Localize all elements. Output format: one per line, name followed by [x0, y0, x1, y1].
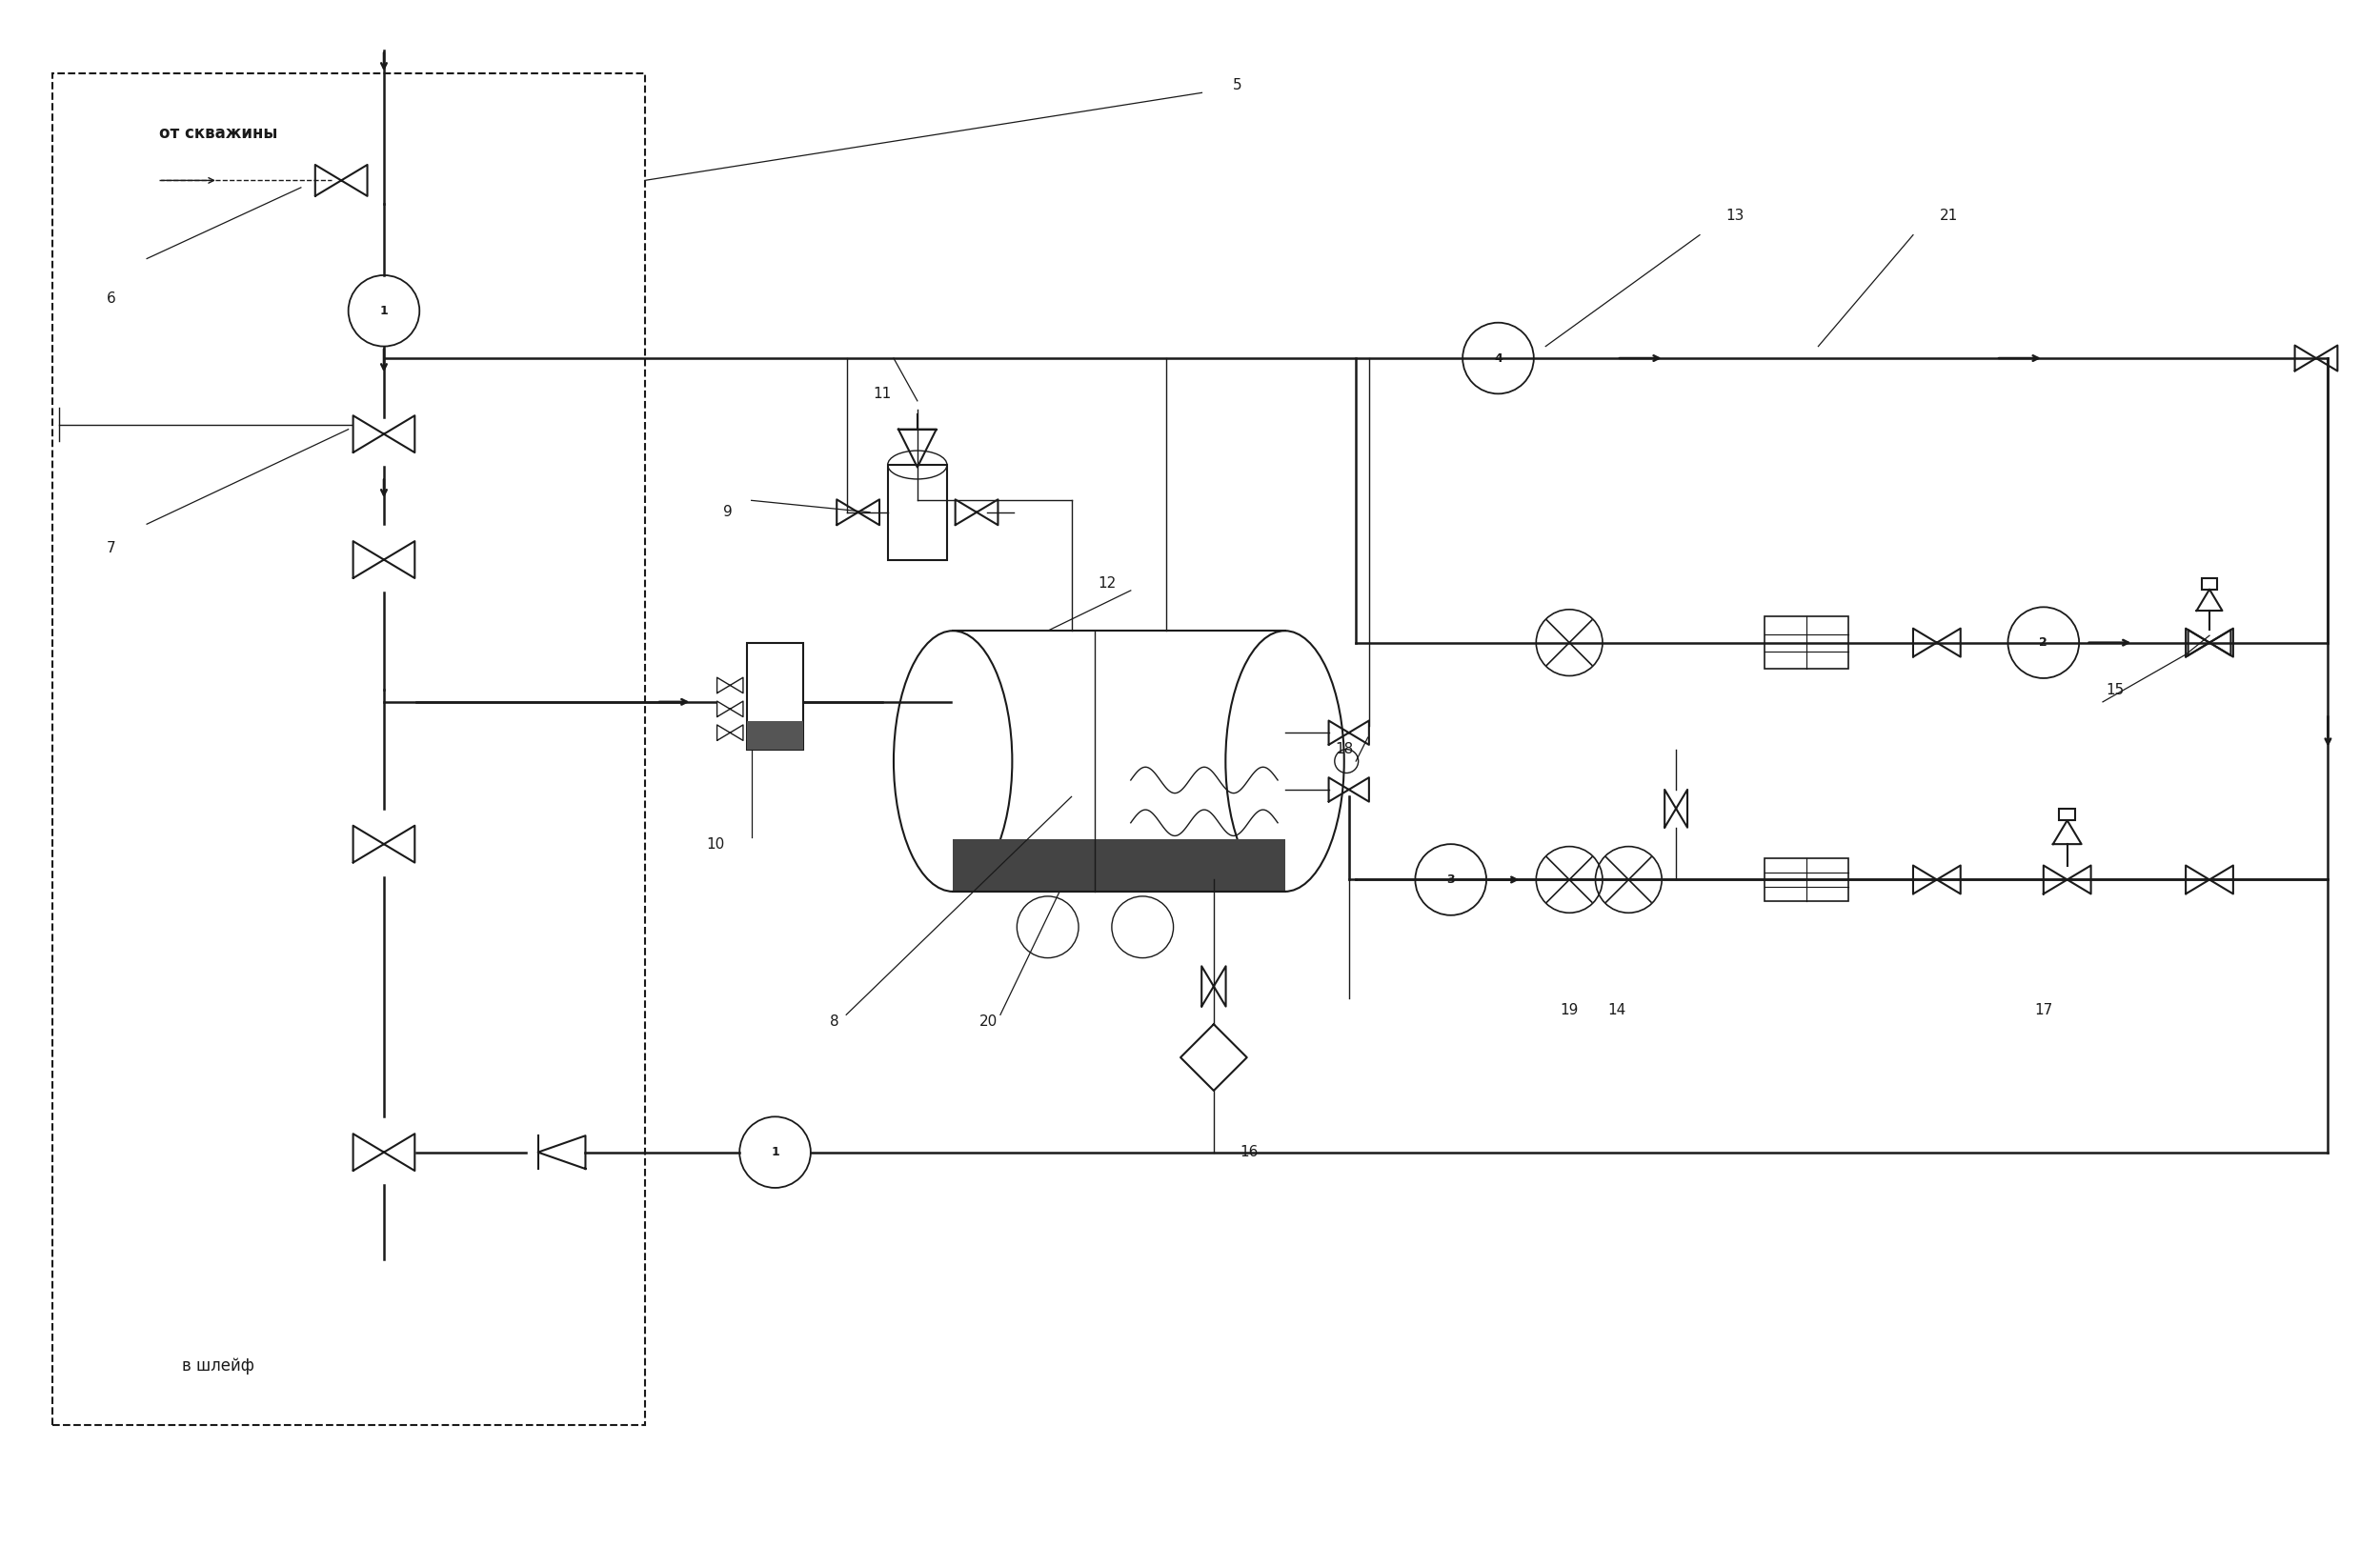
Text: 6: 6: [107, 292, 117, 306]
Bar: [1766, 858, 1847, 901]
Bar: [952, 839, 1285, 892]
Text: 17: 17: [2035, 1003, 2052, 1017]
Text: 1: 1: [771, 1146, 778, 1158]
Text: 15: 15: [2106, 683, 2123, 697]
Text: 4: 4: [1495, 352, 1502, 365]
Text: 21: 21: [1940, 209, 1959, 223]
Text: 11: 11: [873, 386, 890, 400]
Text: 5: 5: [1233, 79, 1242, 93]
Bar: [52, 74, 645, 1425]
Text: 7: 7: [107, 541, 117, 555]
Text: 18: 18: [1335, 742, 1354, 756]
Text: в шлейф: в шлейф: [181, 1357, 255, 1374]
Text: 12: 12: [1097, 577, 1116, 591]
Text: 1: 1: [381, 305, 388, 317]
Text: 13: 13: [1726, 209, 1745, 223]
Bar: [747, 720, 804, 750]
Text: 16: 16: [1240, 1146, 1259, 1160]
Text: 9: 9: [724, 506, 733, 519]
Text: 19: 19: [1561, 1003, 1578, 1017]
Bar: [2059, 809, 2075, 821]
Text: от скважины: от скважины: [159, 124, 276, 142]
Bar: [888, 465, 947, 560]
Text: 2: 2: [2040, 637, 2047, 649]
Text: 20: 20: [978, 1014, 997, 1030]
Text: 14: 14: [1606, 1003, 1626, 1017]
Bar: [2202, 578, 2216, 589]
Text: 8: 8: [831, 1014, 840, 1030]
Text: 10: 10: [707, 836, 726, 852]
Bar: [1766, 617, 1847, 669]
Text: 3: 3: [1447, 873, 1454, 886]
Bar: [747, 643, 804, 750]
